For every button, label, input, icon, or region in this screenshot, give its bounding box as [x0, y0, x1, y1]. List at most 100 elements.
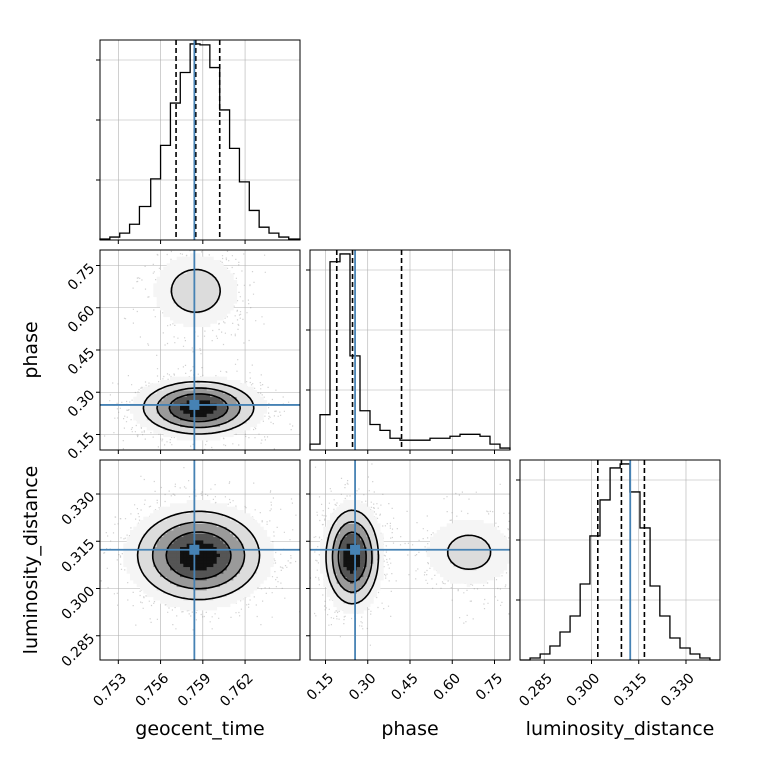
density-cell: [170, 430, 174, 434]
density-cell: [206, 376, 211, 381]
density-cell: [373, 550, 378, 554]
density-cell: [156, 583, 161, 588]
density-cell: [250, 553, 254, 558]
density-cell: [213, 316, 218, 321]
density-cell: [220, 550, 224, 554]
density-cell: [186, 423, 191, 428]
density-cell: [186, 266, 191, 271]
density-cell: [336, 590, 341, 594]
density-cell: [326, 556, 331, 561]
density-cell: [340, 506, 344, 511]
density-cell: [253, 416, 258, 421]
density-cell: [216, 510, 221, 514]
density-cell: [463, 570, 468, 574]
density-cell: [210, 530, 214, 534]
density-cell: [233, 523, 238, 528]
density-cell: [160, 550, 164, 554]
density-cell: [253, 520, 258, 524]
density-cell: [210, 513, 214, 518]
density-cell: [460, 546, 464, 551]
density-cell: [503, 566, 508, 571]
density-cell: [333, 553, 338, 558]
density-cell: [150, 416, 154, 421]
density-cell: [143, 523, 148, 528]
density-cell: [166, 290, 171, 294]
density-cell: [143, 573, 148, 578]
density-cell: [253, 546, 258, 551]
density-cell: [156, 566, 161, 571]
density-cell: [140, 560, 144, 564]
density-cell: [330, 540, 334, 544]
density-cell: [470, 540, 474, 544]
density-cell: [163, 583, 168, 588]
density-cell: [220, 526, 224, 531]
density-cell: [260, 553, 264, 558]
density-cell: [340, 596, 344, 601]
density-cell: [196, 273, 201, 278]
density-cell: [143, 553, 148, 558]
density-cell: [213, 576, 218, 581]
density-cell: [226, 576, 231, 581]
density-cell: [190, 523, 194, 528]
density-cell: [233, 430, 238, 434]
density-cell: [450, 550, 454, 554]
density-cell: [340, 503, 344, 508]
density-cell: [183, 396, 188, 401]
density-cell: [203, 390, 208, 394]
density-cell: [190, 376, 194, 381]
density-cell: [216, 433, 221, 438]
density-cell: [156, 420, 161, 424]
density-cell: [220, 300, 224, 304]
density-cell: [160, 276, 164, 281]
density-cell: [473, 550, 478, 554]
density-cell: [156, 300, 161, 304]
density-cell: [366, 506, 371, 511]
density-cell: [346, 533, 351, 538]
density-cell: [253, 530, 258, 534]
density-cell: [330, 573, 334, 578]
density-cell: [176, 400, 181, 404]
density-cell: [476, 540, 481, 544]
density-cell: [430, 543, 434, 548]
density-cell: [366, 550, 371, 554]
density-cell: [210, 536, 214, 541]
density-cell: [220, 556, 224, 561]
density-cell: [343, 580, 348, 584]
density-cell: [183, 543, 188, 548]
density-cell: [133, 573, 138, 578]
density-cell: [213, 313, 218, 318]
density-cell: [146, 550, 151, 554]
density-cell: [173, 516, 178, 521]
density-cell: [140, 576, 144, 581]
density-cell: [203, 553, 208, 558]
density-cell: [126, 556, 131, 561]
density-cell: [200, 593, 204, 598]
density-cell: [330, 563, 334, 568]
density-cell: [166, 530, 171, 534]
density-cell: [206, 296, 211, 301]
density-cell: [163, 293, 168, 298]
density-cell: [496, 540, 501, 544]
density-cell: [223, 583, 228, 588]
density-cell: [440, 540, 444, 544]
density-cell: [490, 563, 494, 568]
density-cell: [146, 393, 151, 398]
density-cell: [173, 600, 178, 604]
density-cell: [240, 530, 244, 534]
density-cell: [183, 530, 188, 534]
density-cell: [350, 566, 354, 571]
density-cell: [180, 580, 184, 584]
density-cell: [213, 396, 218, 401]
density-cell: [373, 573, 378, 578]
density-cell: [163, 423, 168, 428]
density-cell: [253, 543, 258, 548]
density-cell: [220, 516, 224, 521]
density-cell: [153, 573, 158, 578]
density-cell: [260, 530, 264, 534]
density-cell: [240, 423, 244, 428]
density-cell: [203, 436, 208, 441]
density-cell: [176, 566, 181, 571]
density-cell: [346, 556, 351, 561]
density-cell: [143, 390, 148, 394]
density-cell: [253, 400, 258, 404]
